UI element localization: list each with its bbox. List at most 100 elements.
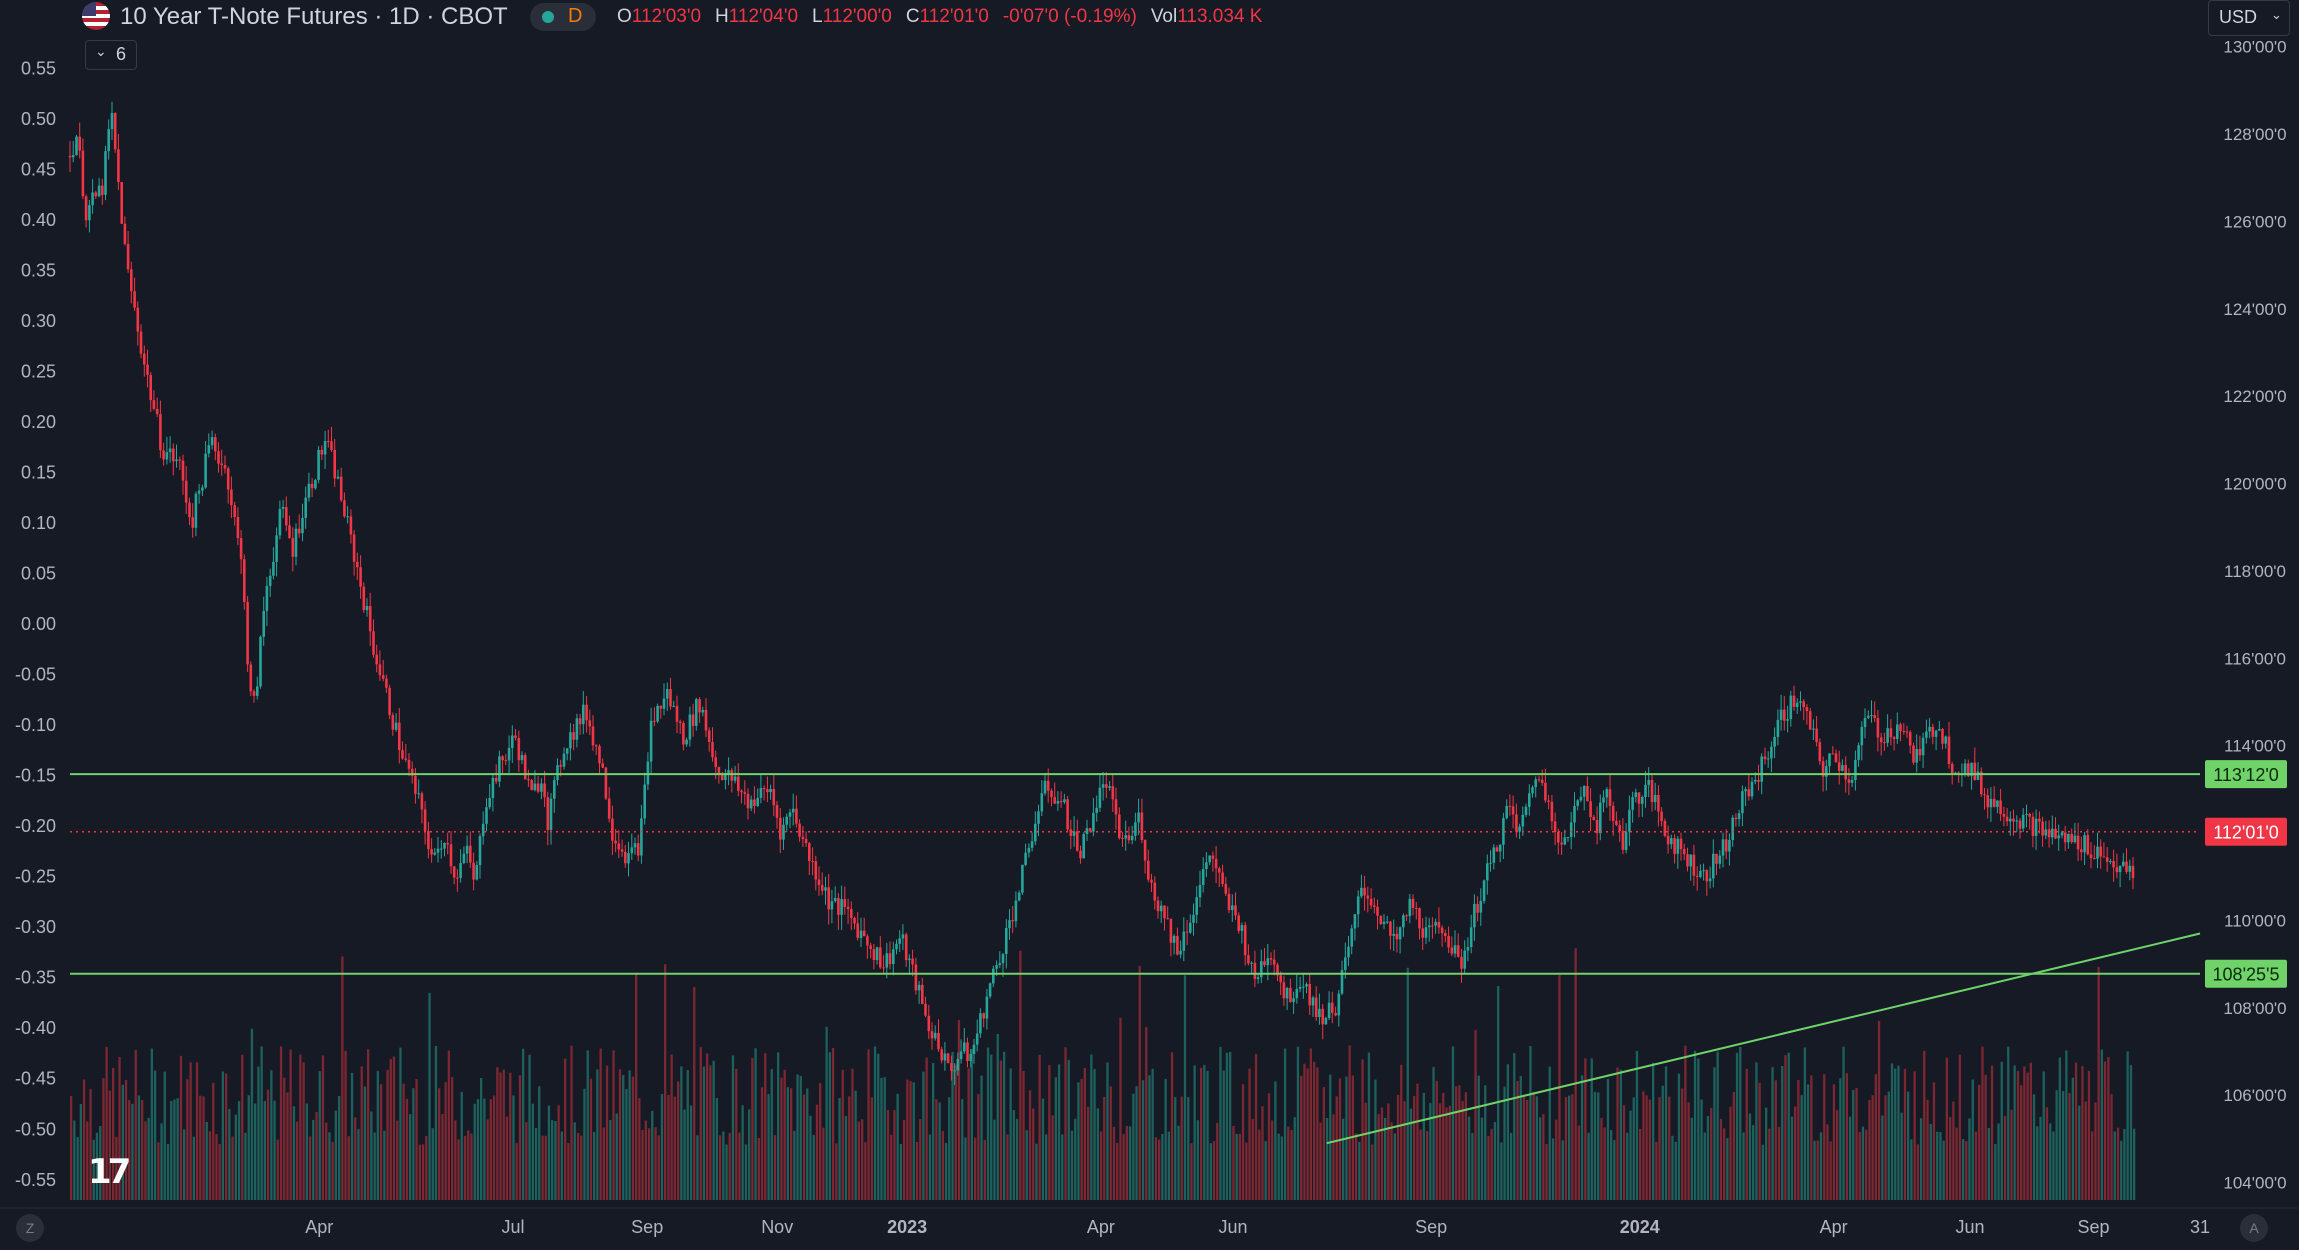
candle-body: [1973, 762, 1977, 780]
volume-bar: [838, 1098, 841, 1200]
candle-body: [314, 480, 317, 489]
volume-bar: [1461, 1101, 1464, 1200]
candle-body: [1576, 800, 1579, 806]
candle-body: [698, 699, 701, 713]
volume-bar: [1900, 1112, 1903, 1200]
volume-bar: [1632, 1097, 1635, 1200]
volume-bar: [1858, 1132, 1861, 1200]
volume-bar: [2113, 1131, 2116, 1200]
volume-bar: [1083, 1068, 1086, 1200]
volume-bar: [1229, 1052, 1232, 1200]
volume-bar: [870, 1097, 873, 1200]
candle-body: [917, 984, 921, 991]
candle-body: [1557, 831, 1560, 843]
candle-body: [824, 887, 827, 891]
volume-bar: [1032, 1108, 1035, 1200]
candle-body: [1679, 838, 1683, 850]
volume-bar: [470, 1133, 473, 1200]
symbol-title[interactable]: 10 Year T-Note Futures · 1D · CBOT: [120, 3, 508, 30]
volume-bar: [1364, 1102, 1367, 1200]
volume-bar: [557, 1105, 560, 1200]
auto-scale-button[interactable]: A: [2240, 1214, 2268, 1242]
candle-body: [598, 746, 601, 764]
volume-bar: [1261, 1106, 1264, 1200]
candle-body: [1883, 742, 1886, 744]
candle-body: [1779, 709, 1783, 720]
candle-body: [207, 445, 211, 454]
candle-body: [1540, 779, 1544, 783]
volume-bar: [1681, 1088, 1684, 1200]
volume-bar: [709, 1065, 712, 1200]
volume-bar: [844, 1116, 848, 1200]
candle-body: [1786, 719, 1789, 721]
volume-bar: [677, 1081, 680, 1200]
volume-bar: [1606, 1078, 1610, 1200]
candle-body: [504, 760, 508, 762]
volume-bar: [1316, 1067, 1319, 1200]
volume-bar: [815, 1104, 819, 1200]
market-status-badge[interactable]: D: [530, 3, 596, 31]
volume-bar: [237, 1101, 241, 1200]
volume-bar: [1190, 1143, 1193, 1200]
candle-body: [523, 755, 527, 780]
volume-bar: [1342, 1118, 1345, 1200]
volume-bar: [1952, 1101, 1955, 1200]
x-axis-tick: Nov: [761, 1217, 793, 1237]
volume-bar: [1674, 1141, 1677, 1200]
candle-body: [879, 947, 882, 968]
volume-bar: [137, 1095, 141, 1200]
candle-body: [953, 1070, 956, 1072]
volume-bar: [573, 1122, 576, 1200]
indicators-toggle-button[interactable]: ⌄ 6: [85, 40, 137, 70]
currency-select[interactable]: USD ⌄: [2208, 0, 2290, 36]
candle-body: [97, 185, 101, 197]
volume-bar: [1732, 1092, 1735, 1200]
volume-bar: [1622, 1105, 1626, 1200]
candle-body: [1447, 935, 1450, 948]
candle-body: [1392, 933, 1395, 936]
volume-bar: [525, 1122, 528, 1200]
candle-body: [1198, 885, 1202, 898]
volume-bar: [1283, 1048, 1287, 1200]
right-axis-tick: 118'00'0: [2224, 562, 2286, 581]
candle-body: [682, 723, 685, 745]
volume-bar: [699, 1047, 702, 1200]
candle-body: [607, 798, 611, 819]
candle-body: [714, 757, 717, 768]
volume-bar: [2052, 1131, 2055, 1200]
candle-body: [281, 507, 285, 509]
candle-body: [194, 493, 198, 528]
candle-body: [862, 930, 866, 937]
candle-body: [782, 824, 785, 840]
high-value: 112'04'0: [728, 6, 799, 27]
candle-body: [1001, 954, 1005, 964]
candle-body: [1247, 955, 1250, 964]
candle-body: [2089, 854, 2093, 858]
volume-bar: [974, 1137, 977, 1200]
candle-body: [656, 705, 659, 722]
candle-body: [1766, 758, 1770, 760]
candle-body: [1718, 855, 1722, 864]
candle-body: [101, 185, 104, 195]
volume-bar: [1539, 1117, 1542, 1200]
candle-body: [165, 452, 169, 460]
candle-body: [1389, 921, 1392, 936]
volume-bar: [993, 1119, 996, 1200]
volume-bar: [2020, 1085, 2023, 1200]
volume-bar: [1422, 1092, 1425, 1200]
volume-bar: [1164, 1078, 1167, 1200]
candle-body: [1005, 928, 1008, 954]
volume-bar: [1306, 1068, 1309, 1200]
candle-body: [695, 699, 698, 726]
volume-bar: [1710, 1108, 1713, 1200]
volume-bar: [2126, 1051, 2129, 1200]
x-axis-tick: 2023: [887, 1217, 927, 1237]
volume-bar: [770, 1069, 773, 1200]
candle-body: [501, 756, 504, 761]
candle-body: [78, 136, 81, 151]
volume-value: 113.034 K: [1177, 6, 1263, 27]
volume-bar: [764, 1053, 767, 1200]
volume-bar: [1041, 1098, 1045, 1200]
zoom-button[interactable]: Z: [16, 1214, 44, 1242]
